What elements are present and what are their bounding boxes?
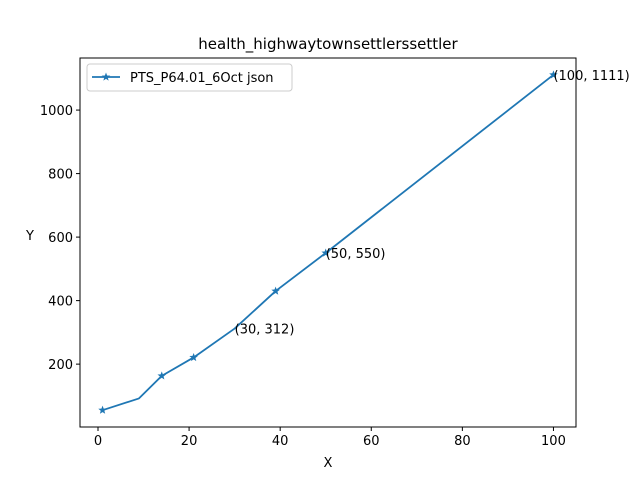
- plot-area: [98, 70, 558, 414]
- legend: PTS_P64.01_6Oct json: [86, 63, 293, 92]
- y-tick-label: 400: [48, 295, 73, 310]
- x-tick-label: 80: [454, 434, 471, 449]
- x-tick-label: 20: [181, 434, 198, 449]
- annotations: (30, 312) (50, 550) (100, 1111): [235, 69, 630, 338]
- x-tick-label: 60: [363, 434, 380, 449]
- data-point-0: [98, 405, 107, 414]
- data-point-2: [157, 371, 167, 380]
- legend-box: [86, 63, 293, 92]
- axis-ticks: 0 20 40 60 80 100 200 400 600 800 1000: [40, 104, 566, 449]
- data-point-6: [321, 248, 330, 257]
- data-label: (30, 312): [235, 323, 295, 338]
- y-tick-label: 600: [48, 231, 73, 246]
- data-point-7: [549, 70, 558, 79]
- x-axis-label: X: [324, 456, 333, 471]
- series-line-0: [102, 74, 555, 412]
- x-tick-label: 40: [272, 434, 289, 449]
- x-tick-label: 100: [541, 434, 566, 449]
- data-point-3: [189, 352, 198, 362]
- legend-marker-star-icon: [101, 72, 111, 81]
- axes-frame: [79, 57, 577, 428]
- chart-title: health_highwaytownsettlerssettler: [198, 35, 458, 54]
- legend-label: PTS_P64.01_6Oct json: [130, 71, 274, 86]
- y-tick-label: 800: [48, 168, 73, 183]
- y-axis-label: Y: [25, 229, 34, 244]
- y-tick-label: 200: [48, 358, 73, 373]
- data-point-5: [271, 286, 280, 295]
- data-label: (50, 550): [326, 247, 386, 262]
- data-label: (100, 1111): [553, 69, 629, 84]
- x-tick-label: 0: [94, 434, 102, 449]
- y-tick-label: 1000: [40, 104, 73, 119]
